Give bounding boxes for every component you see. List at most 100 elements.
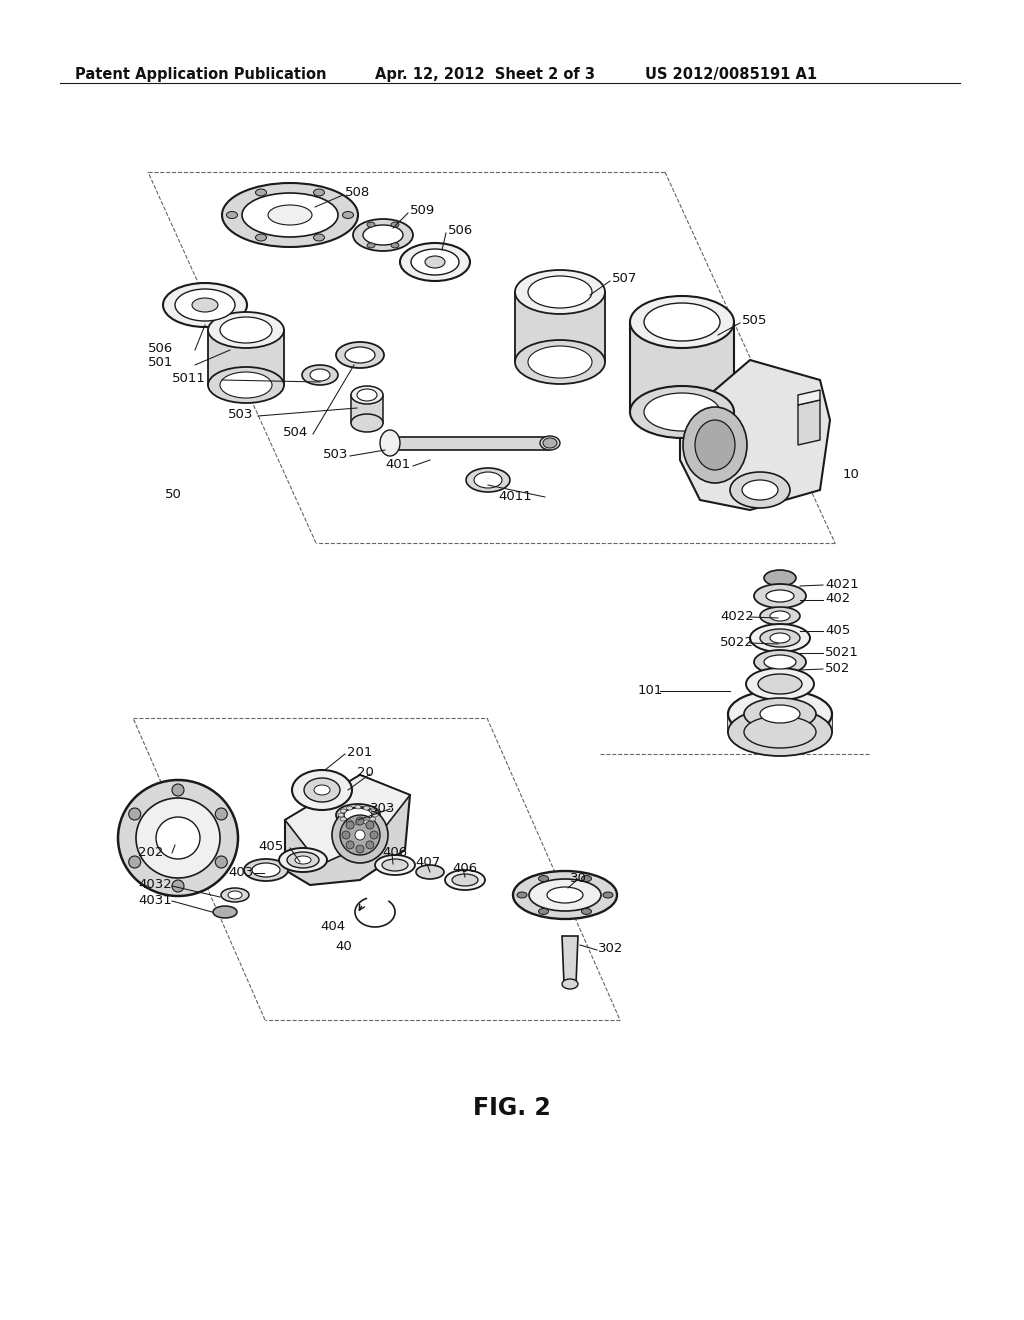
Ellipse shape	[367, 243, 375, 248]
Ellipse shape	[562, 979, 578, 989]
Ellipse shape	[302, 366, 338, 385]
Ellipse shape	[630, 385, 734, 438]
Ellipse shape	[515, 341, 605, 384]
Ellipse shape	[539, 908, 549, 915]
Ellipse shape	[370, 832, 378, 840]
Ellipse shape	[342, 211, 353, 219]
Text: 503: 503	[228, 408, 253, 421]
Ellipse shape	[220, 317, 272, 343]
Ellipse shape	[391, 243, 399, 248]
Ellipse shape	[215, 808, 227, 820]
Text: 407: 407	[415, 857, 440, 870]
Ellipse shape	[163, 282, 247, 327]
Ellipse shape	[528, 276, 592, 308]
Ellipse shape	[760, 630, 800, 647]
Ellipse shape	[730, 473, 790, 508]
Ellipse shape	[344, 808, 372, 822]
Text: 4011: 4011	[498, 490, 531, 503]
Text: 302: 302	[598, 941, 624, 954]
Ellipse shape	[156, 817, 200, 859]
Ellipse shape	[356, 817, 364, 825]
Polygon shape	[630, 322, 734, 412]
Ellipse shape	[208, 367, 284, 403]
Ellipse shape	[760, 705, 800, 723]
Text: 404: 404	[319, 920, 345, 933]
Ellipse shape	[221, 888, 249, 902]
Ellipse shape	[366, 821, 374, 829]
Text: 403: 403	[228, 866, 253, 879]
Ellipse shape	[357, 389, 377, 401]
Ellipse shape	[764, 570, 796, 586]
Ellipse shape	[543, 438, 557, 447]
Ellipse shape	[310, 370, 330, 381]
Ellipse shape	[336, 342, 384, 368]
Ellipse shape	[172, 880, 184, 892]
Ellipse shape	[313, 189, 325, 195]
Text: 405: 405	[258, 841, 284, 854]
Ellipse shape	[336, 804, 380, 826]
Ellipse shape	[683, 407, 746, 483]
Ellipse shape	[355, 805, 361, 809]
Ellipse shape	[268, 205, 312, 224]
Ellipse shape	[252, 863, 280, 876]
Polygon shape	[562, 936, 578, 983]
Ellipse shape	[356, 845, 364, 853]
Ellipse shape	[342, 832, 350, 840]
Ellipse shape	[215, 855, 227, 869]
Text: Patent Application Publication: Patent Application Publication	[75, 67, 327, 82]
Ellipse shape	[529, 879, 601, 911]
Ellipse shape	[279, 847, 327, 873]
Ellipse shape	[129, 808, 140, 820]
Ellipse shape	[582, 875, 592, 882]
Ellipse shape	[630, 296, 734, 348]
Ellipse shape	[346, 820, 352, 824]
Text: 506: 506	[148, 342, 173, 355]
Ellipse shape	[208, 312, 284, 348]
Ellipse shape	[517, 892, 527, 898]
Ellipse shape	[222, 183, 358, 247]
Ellipse shape	[353, 219, 413, 251]
Text: 5022: 5022	[720, 635, 754, 648]
Ellipse shape	[367, 222, 375, 227]
Ellipse shape	[770, 634, 790, 643]
Ellipse shape	[346, 807, 352, 810]
Ellipse shape	[582, 908, 592, 915]
Ellipse shape	[474, 473, 502, 488]
Text: 10: 10	[843, 469, 860, 482]
Ellipse shape	[355, 821, 361, 825]
Ellipse shape	[644, 304, 720, 341]
Text: 507: 507	[612, 272, 637, 285]
Ellipse shape	[292, 770, 352, 810]
Text: 501: 501	[148, 356, 173, 370]
Polygon shape	[680, 360, 830, 510]
Ellipse shape	[746, 668, 814, 700]
Ellipse shape	[380, 430, 400, 455]
Ellipse shape	[540, 436, 560, 450]
Ellipse shape	[364, 807, 370, 810]
Text: 50: 50	[165, 488, 182, 502]
Ellipse shape	[346, 841, 354, 849]
Ellipse shape	[129, 855, 140, 869]
Text: 503: 503	[323, 449, 348, 462]
Ellipse shape	[728, 708, 831, 756]
Text: 101: 101	[638, 684, 664, 697]
Ellipse shape	[547, 887, 583, 903]
Ellipse shape	[452, 874, 478, 886]
Text: 20: 20	[357, 767, 374, 780]
Text: 5011: 5011	[172, 371, 206, 384]
Ellipse shape	[425, 256, 445, 268]
Text: 508: 508	[345, 186, 371, 198]
Ellipse shape	[340, 817, 346, 821]
Text: 509: 509	[410, 203, 435, 216]
Polygon shape	[515, 292, 605, 362]
Text: 402: 402	[825, 591, 850, 605]
Ellipse shape	[695, 420, 735, 470]
Ellipse shape	[244, 859, 288, 880]
Ellipse shape	[226, 211, 238, 219]
Ellipse shape	[758, 675, 802, 694]
Ellipse shape	[744, 698, 816, 730]
Ellipse shape	[256, 234, 266, 242]
Text: 504: 504	[283, 426, 308, 440]
Text: Apr. 12, 2012  Sheet 2 of 3: Apr. 12, 2012 Sheet 2 of 3	[375, 67, 595, 82]
Ellipse shape	[295, 855, 311, 865]
